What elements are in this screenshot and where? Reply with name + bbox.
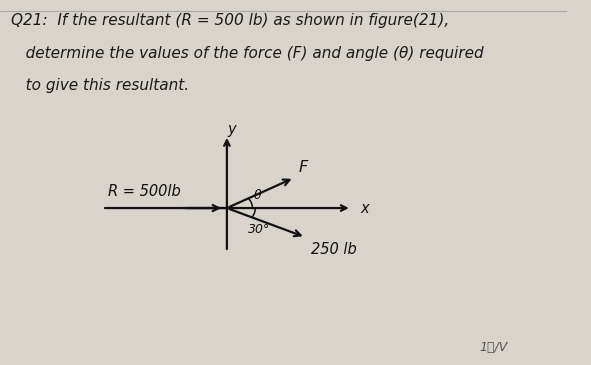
Text: θ: θ (254, 189, 262, 202)
Text: x: x (360, 200, 369, 216)
Text: determine the values of the force (F) and angle (θ) required: determine the values of the force (F) an… (11, 46, 484, 61)
Text: Q21:  If the resultant (R = 500 lb) as shown in figure(21),: Q21: If the resultant (R = 500 lb) as sh… (11, 13, 450, 28)
Text: to give this resultant.: to give this resultant. (11, 78, 190, 93)
Text: 30°: 30° (248, 223, 271, 237)
Text: F: F (299, 160, 308, 175)
Text: R = 500lb: R = 500lb (108, 184, 180, 199)
Text: y: y (227, 122, 236, 137)
Text: 250 lb: 250 lb (311, 242, 357, 257)
Text: 1٣/V: 1٣/V (479, 341, 508, 354)
